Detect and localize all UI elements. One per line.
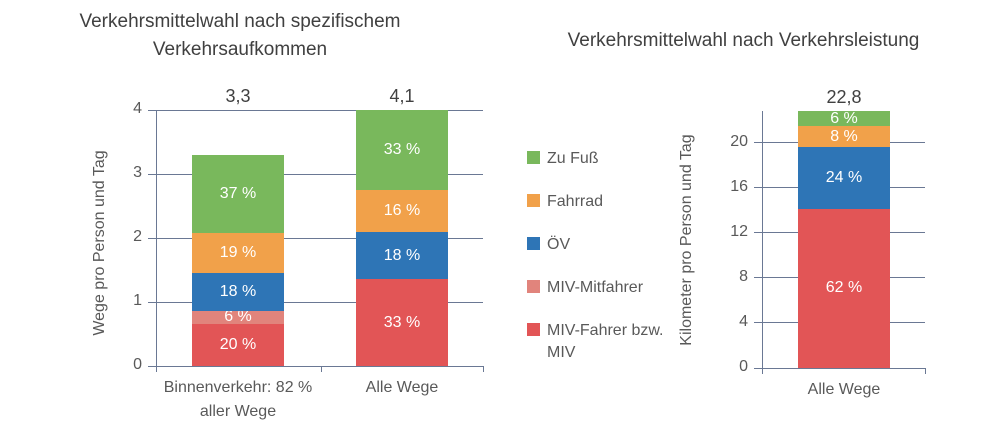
gridline <box>156 109 483 111</box>
bar-segment-label: 24 % <box>825 168 863 186</box>
y-axis-line <box>155 110 157 372</box>
bar-segment-label: 18 % <box>383 246 421 264</box>
bar-segment-orange: 16 % <box>356 190 448 233</box>
bar-segment-blue: 24 % <box>798 146 890 209</box>
bar-segment-label: 8 % <box>830 127 858 145</box>
legend-label: ÖV <box>547 236 571 253</box>
legend-item: MIV-Fahrer bzw. MIV <box>527 320 677 363</box>
legend-label: MIV-Fahrer bzw. MIV <box>547 322 664 361</box>
x-tick-mark <box>924 368 926 374</box>
y-tick-label: 1 <box>133 292 142 309</box>
right-y-axis-title: Kilometer pro Person und Tag <box>678 134 695 346</box>
y-tick-mark <box>148 365 156 367</box>
bar-segment-green: 33 % <box>356 110 448 191</box>
x-category-label: Binnenverkehr: 82 % aller Wege <box>163 379 313 420</box>
gridline <box>156 237 483 239</box>
gridline <box>156 173 483 175</box>
x-category-label: Alle Wege <box>807 381 881 398</box>
x-tick-mark <box>482 366 484 372</box>
y-tick-mark <box>754 277 762 279</box>
y-axis-line <box>761 111 763 374</box>
y-tick-mark <box>754 232 762 234</box>
bar-segment-label: 18 % <box>219 283 257 301</box>
bar-segment-label: 20 % <box>219 335 257 353</box>
y-tick-mark <box>148 173 156 175</box>
bar-total-label: 22,8 <box>826 87 862 107</box>
y-tick-label: 2 <box>133 228 142 245</box>
legend-item: Fahrrad <box>527 191 677 213</box>
bar-segment-green: 6 % <box>798 109 890 127</box>
y-tick-mark <box>754 142 762 144</box>
bar-segment-blue: 18 % <box>192 273 284 312</box>
bar-segment-label: 16 % <box>383 202 421 220</box>
y-tick-mark <box>754 322 762 324</box>
right-chart-title: Verkehrsmittelwahl nach Verkehrsleistung <box>567 30 920 51</box>
x-tick-mark <box>320 366 322 372</box>
bar-segment-label: 62 % <box>825 279 863 297</box>
legend-swatch-orange <box>527 194 540 207</box>
bar-segment-orange: 8 % <box>798 126 890 147</box>
bar-segment-label: 37 % <box>219 184 257 202</box>
bar-segment-label: 33 % <box>383 141 421 159</box>
legend-label: Fahrrad <box>547 193 604 210</box>
legend-item: Zu Fuß <box>527 148 677 170</box>
bar-segment-blue: 18 % <box>356 232 448 280</box>
y-tick-mark <box>754 187 762 189</box>
bar-segment-green: 37 % <box>192 154 284 233</box>
y-tick-mark <box>148 109 156 111</box>
legend-swatch-blue <box>527 237 540 250</box>
y-tick-label: 16 <box>730 177 748 195</box>
legend-swatch-salmon <box>527 280 540 293</box>
left-chart-title: Verkehrsmittelwahl nach spezifischem Ver… <box>79 11 401 60</box>
y-tick-label: 0 <box>133 356 142 373</box>
legend-item: ÖV <box>527 234 677 256</box>
bar-segment-red: 62 % <box>798 208 890 368</box>
bar-total-label: 3,3 <box>225 86 251 106</box>
y-tick-label: 0 <box>739 358 748 375</box>
bar-segment-label: 19 % <box>219 244 257 261</box>
legend-item: MIV-Mitfahrer <box>527 277 677 299</box>
gridline <box>156 365 483 367</box>
gridline <box>762 367 925 369</box>
bar-segment-label: 33 % <box>383 313 421 331</box>
y-tick-label: 12 <box>730 222 748 240</box>
bar-segment-orange: 19 % <box>192 232 284 274</box>
y-tick-label: 3 <box>133 164 142 181</box>
y-tick-mark <box>148 237 156 239</box>
bar-segment-red: 20 % <box>192 323 284 366</box>
y-tick-label: 4 <box>133 100 142 117</box>
bar-segment-red: 33 % <box>356 279 448 366</box>
y-tick-label: 20 <box>730 132 748 150</box>
bar-segment-label: 6 % <box>830 109 858 127</box>
y-tick-label: 4 <box>739 312 748 330</box>
y-tick-mark <box>148 301 156 303</box>
y-tick-mark <box>754 367 762 369</box>
legend-label: Zu Fuß <box>547 150 599 167</box>
bar-segment-label: 6 % <box>224 308 252 326</box>
legend-swatch-green <box>527 151 540 164</box>
bar-segment-salmon: 6 % <box>192 308 284 326</box>
legend-label: MIV-Mitfahrer <box>547 279 644 296</box>
legend-swatch-red <box>527 323 540 336</box>
bar-total-label: 4,1 <box>389 86 415 106</box>
y-tick-label: 8 <box>739 267 748 285</box>
x-category-label: Alle Wege <box>365 379 439 396</box>
gridline <box>156 301 483 303</box>
